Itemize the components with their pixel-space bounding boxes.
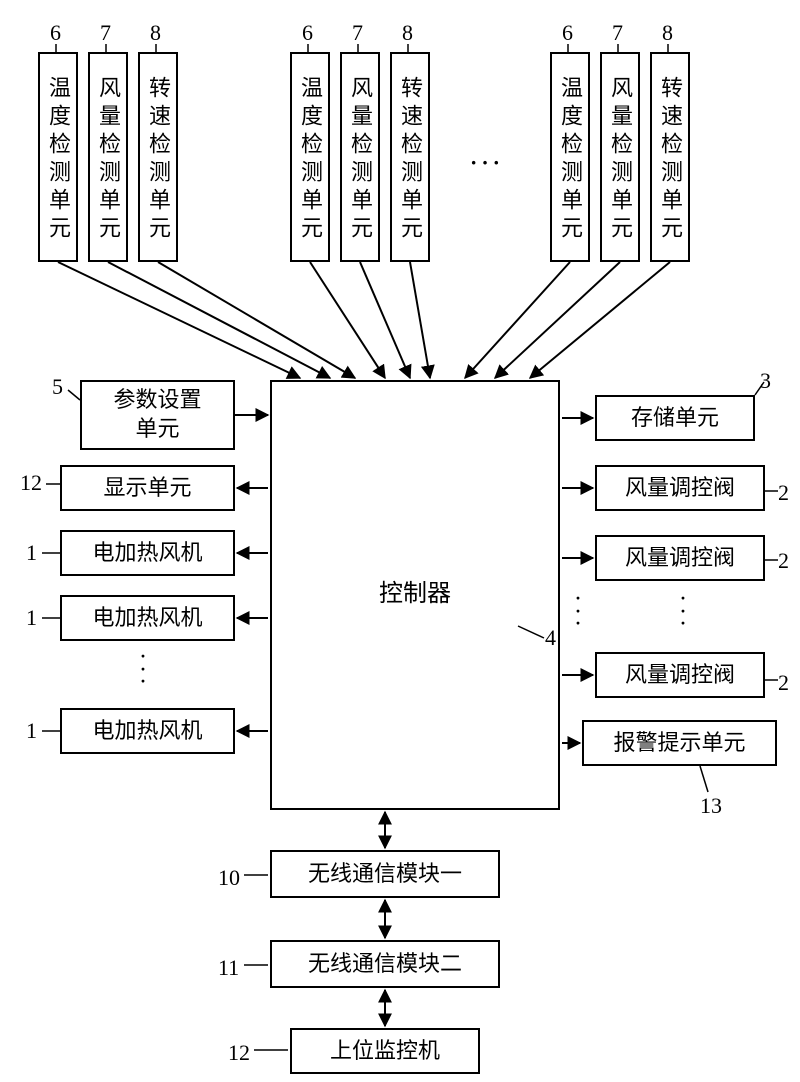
ref-num-12a: 12 [20, 470, 42, 496]
heater-box-3: 电加热风机 [60, 708, 235, 754]
ref-num-1a: 1 [26, 540, 37, 566]
ref-num-8-g3: 8 [662, 20, 673, 46]
sensor-rpm-g2: 转速检测单元 [390, 52, 430, 262]
ref-num-7-g1: 7 [100, 20, 111, 46]
host-box: 上位监控机 [290, 1028, 480, 1074]
ref-num-12b: 12 [228, 1040, 250, 1066]
heater-box-2: 电加热风机 [60, 595, 235, 641]
ref-num-13: 13 [700, 793, 722, 819]
controller-box: 控制器 [270, 380, 560, 810]
groups-ellipsis: ··· [470, 150, 504, 176]
ref-num-1b: 1 [26, 605, 37, 631]
valve-box-2: 风量调控阀 [595, 535, 765, 581]
ref-num-6-g2: 6 [302, 20, 313, 46]
sensor-rpm-g3: 转速检测单元 [650, 52, 690, 262]
ref-num-4: 4 [545, 625, 556, 651]
ref-num-10: 10 [218, 865, 240, 891]
ref-num-5: 5 [52, 374, 63, 400]
diagram-canvas: 6 7 8 温度检测单元 风量检测单元 转速检测单元 6 7 8 温度检测单元 … [0, 0, 800, 1082]
ref-num-7-g3: 7 [612, 20, 623, 46]
heater-ellipsis: ··· [140, 650, 146, 688]
ref-num-2c: 2 [778, 670, 789, 696]
alarm-box: 报警提示单元 [582, 720, 777, 766]
sensor-temp-g1: 温度检测单元 [38, 52, 78, 262]
ref-num-3: 3 [760, 368, 771, 394]
ref-num-8-g1: 8 [150, 20, 161, 46]
ref-num-8-g2: 8 [402, 20, 413, 46]
sensor-temp-g3: 温度检测单元 [550, 52, 590, 262]
ref-num-7-g2: 7 [352, 20, 363, 46]
sensor-air-g3: 风量检测单元 [600, 52, 640, 262]
wireless2-box: 无线通信模块二 [270, 940, 500, 988]
display-unit-box: 显示单元 [60, 465, 235, 511]
ref-num-2a: 2 [778, 480, 789, 506]
ref-num-1c: 1 [26, 718, 37, 744]
storage-box: 存储单元 [595, 395, 755, 441]
heater-box-1: 电加热风机 [60, 530, 235, 576]
valve-ellipsis: ··· [680, 592, 686, 630]
wireless1-box: 无线通信模块一 [270, 850, 500, 898]
ref-num-6-g1: 6 [50, 20, 61, 46]
valve-box-3: 风量调控阀 [595, 652, 765, 698]
sensor-air-g1: 风量检测单元 [88, 52, 128, 262]
sensor-rpm-g1: 转速检测单元 [138, 52, 178, 262]
valve-box-1: 风量调控阀 [595, 465, 765, 511]
param-unit-label: 参数设置 单元 [113, 386, 201, 443]
sensor-temp-g2: 温度检测单元 [290, 52, 330, 262]
ref-num-11: 11 [218, 955, 239, 981]
ref-num-6-g3: 6 [562, 20, 573, 46]
ref-num-2b: 2 [778, 548, 789, 574]
sensor-air-g2: 风量检测单元 [340, 52, 380, 262]
param-unit-box: 参数设置 单元 [80, 380, 235, 450]
valve-arrow-ellipsis: ··· [575, 592, 581, 630]
